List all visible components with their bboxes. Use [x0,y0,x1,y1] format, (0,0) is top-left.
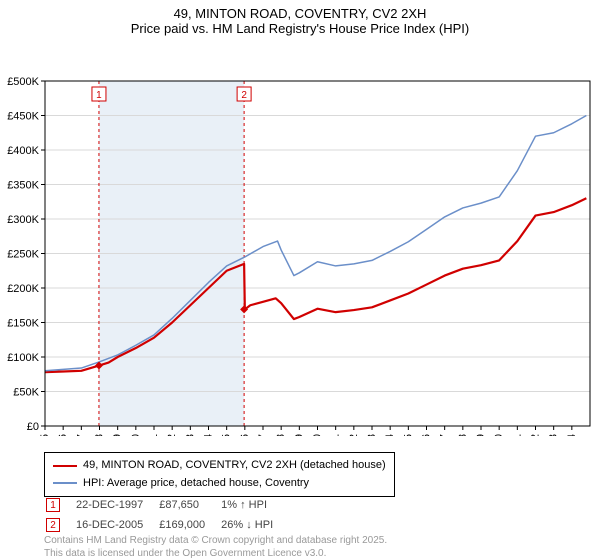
svg-text:2019: 2019 [475,434,487,436]
svg-text:£350K: £350K [7,180,39,192]
svg-text:2000: 2000 [130,434,142,436]
legend: 49, MINTON ROAD, COVENTRY, CV2 2XH (deta… [44,452,395,497]
svg-text:2015: 2015 [402,434,414,436]
svg-text:1: 1 [96,90,102,101]
svg-text:2010: 2010 [312,434,324,436]
marker-delta: 26% ↓ HPI [221,516,287,534]
title-line2: Price paid vs. HM Land Registry's House … [0,21,600,36]
svg-text:2018: 2018 [457,434,469,436]
svg-text:2017: 2017 [439,434,451,436]
sale-markers-table: 1 22-DEC-1997£87,6501% ↑ HPI 2 16-DEC-2005£… [44,494,289,536]
marker-badge: 1 [46,498,60,512]
svg-text:2016: 2016 [421,434,433,436]
marker-delta: 1% ↑ HPI [221,496,287,514]
svg-text:2024: 2024 [566,434,578,436]
svg-text:£50K: £50K [13,387,39,399]
attribution: Contains HM Land Registry data © Crown c… [44,534,387,560]
svg-text:1995: 1995 [39,434,51,436]
svg-text:£400K: £400K [7,145,39,157]
marker-date: 16-DEC-2005 [76,516,157,534]
marker-price: £169,000 [159,516,219,534]
svg-text:2: 2 [241,90,247,101]
svg-text:2021: 2021 [511,434,523,436]
title-line1: 49, MINTON ROAD, COVENTRY, CV2 2XH [0,6,600,21]
svg-text:£250K: £250K [7,249,39,261]
marker-badge: 2 [46,518,60,532]
attribution-line1: Contains HM Land Registry data © Crown c… [44,534,387,547]
svg-text:2023: 2023 [548,434,560,436]
legend-item: HPI: Average price, detached house, Cove… [53,475,386,493]
svg-text:2009: 2009 [293,434,305,436]
marker-date: 22-DEC-1997 [76,496,157,514]
svg-text:2022: 2022 [530,434,542,436]
legend-label: 49, MINTON ROAD, COVENTRY, CV2 2XH (deta… [83,457,386,475]
svg-text:2014: 2014 [384,434,396,436]
svg-text:2005: 2005 [221,434,233,436]
svg-text:2007: 2007 [257,434,269,436]
svg-text:2004: 2004 [203,434,215,436]
legend-label: HPI: Average price, detached house, Cove… [83,475,309,493]
svg-text:1997: 1997 [75,434,87,436]
svg-text:2002: 2002 [166,434,178,436]
svg-text:2013: 2013 [366,434,378,436]
svg-text:£0: £0 [27,421,39,433]
svg-text:2003: 2003 [184,434,196,436]
svg-text:2008: 2008 [275,434,287,436]
svg-text:1998: 1998 [94,434,106,436]
svg-text:1996: 1996 [57,434,69,436]
legend-swatch [53,482,77,484]
svg-text:2011: 2011 [330,434,342,436]
svg-text:£500K: £500K [7,76,39,88]
svg-text:£100K: £100K [7,352,39,364]
legend-swatch [53,465,77,467]
svg-text:2012: 2012 [348,434,360,436]
chart-title: 49, MINTON ROAD, COVENTRY, CV2 2XH Price… [0,0,600,36]
marker-row: 2 16-DEC-2005£169,00026% ↓ HPI [46,516,287,534]
svg-text:2006: 2006 [239,434,251,436]
legend-item: 49, MINTON ROAD, COVENTRY, CV2 2XH (deta… [53,457,386,475]
svg-text:£150K: £150K [7,318,39,330]
svg-text:2020: 2020 [493,434,505,436]
marker-row: 1 22-DEC-1997£87,6501% ↑ HPI [46,496,287,514]
svg-text:2001: 2001 [148,434,160,436]
price-chart: £0 £50K £100K £150K £200K £250K £300K £350K £400… [0,36,600,436]
attribution-line2: This data is licensed under the Open Gov… [44,547,387,560]
svg-text:1999: 1999 [112,434,124,436]
svg-text:£450K: £450K [7,111,39,123]
marker-price: £87,650 [159,496,219,514]
svg-text:£300K: £300K [7,214,39,226]
svg-text:£200K: £200K [7,283,39,295]
